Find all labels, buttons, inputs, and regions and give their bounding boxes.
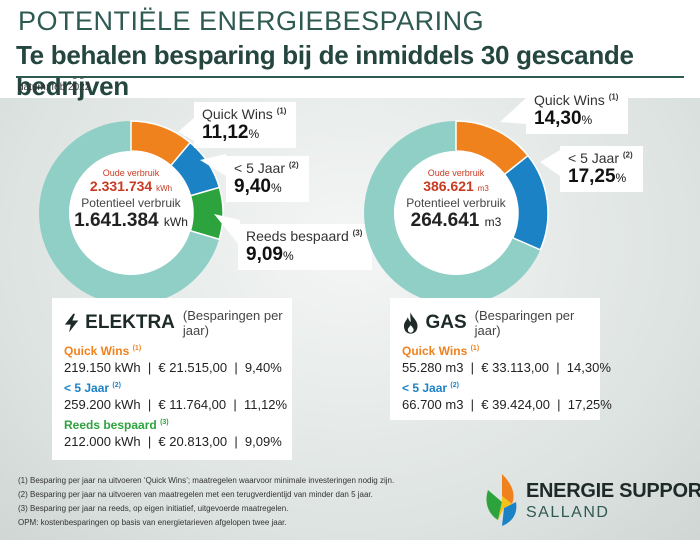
elektra-subtitle: (Besparingen per jaar) bbox=[182, 308, 283, 338]
gas-card: GAS (Besparingen per jaar) Quick Wins (1… bbox=[390, 298, 612, 420]
elektra-row-category: < 5 Jaar (2) bbox=[64, 381, 121, 395]
elektra-row-category: Reeds bespaard (3) bbox=[64, 418, 169, 432]
footnote-opm: OPM: kostenbesparingen op basis van ener… bbox=[18, 518, 287, 527]
footnote-1: (1) Besparing per jaar na uitvoeren ‘Qui… bbox=[18, 476, 395, 485]
gas-subtitle: (Besparingen per jaar) bbox=[474, 308, 575, 338]
elektra-quickwins-pointer bbox=[178, 116, 196, 142]
elektra-reeds-pointer bbox=[214, 214, 240, 246]
elektra-old-label: Oude verbruik bbox=[102, 168, 160, 178]
elektra-row-values: 219.150 kWh | € 21.515,00 | 9,40% bbox=[64, 360, 282, 375]
footnote-3: (3) Besparing per jaar na reeds, op eige… bbox=[18, 504, 289, 513]
elektra-donut-chart bbox=[39, 120, 224, 305]
elektra-callout-reeds: Reeds bespaard (3) 9,09% bbox=[238, 224, 373, 270]
gas-row-values: 66.700 m3 | € 39.424,00 | 17,25% bbox=[402, 397, 612, 412]
footnotes: (1) Besparing per jaar na uitvoeren ‘Qui… bbox=[18, 474, 394, 530]
elektra-callout-quickwins: Quick Wins (1) 11,12% bbox=[194, 102, 297, 148]
gas-quickwins-pointer bbox=[500, 98, 526, 124]
elektra-row-category: Quick Wins (1) bbox=[64, 344, 142, 358]
lightning-icon bbox=[64, 313, 79, 333]
elektra-card: ELEKTRA (Besparingen per jaar) Quick Win… bbox=[52, 298, 292, 460]
gas-donut-hole bbox=[394, 151, 518, 275]
elektra-donut-hole bbox=[69, 151, 193, 275]
gas-slice-1 bbox=[503, 154, 549, 251]
elektra-potential-value: 1.641.384 kWh bbox=[74, 210, 188, 231]
gas-center: Oude verbruik 386.621 m3 Potentieel verb… bbox=[381, 168, 531, 232]
elektra-center: Oude verbruik 2.331.734 kWh Potentieel v… bbox=[56, 168, 206, 232]
header-divider bbox=[16, 76, 684, 78]
gas-old-value: 386.621 m3 bbox=[423, 178, 489, 194]
logo-mark-icon bbox=[486, 474, 517, 526]
logo-text-line2: SALLAND bbox=[526, 504, 610, 521]
elektra-title: ELEKTRA bbox=[85, 312, 175, 333]
page-supertitle: POTENTIËLE ENERGIEBESPARING bbox=[18, 6, 485, 36]
elektra-callout-5jaar: < 5 Jaar (2) 9,40% bbox=[226, 156, 309, 202]
gas-row-category: < 5 Jaar (2) bbox=[402, 381, 459, 395]
footnote-2: (2) Besparing per jaar na uitvoeren van … bbox=[18, 490, 373, 499]
gas-row-category: Quick Wins (1) bbox=[402, 344, 480, 358]
elektra-rows: Quick Wins (1) 219.150 kWh | € 21.515,00 … bbox=[52, 344, 292, 449]
gas-potential-label: Potentieel verbruik bbox=[406, 196, 506, 210]
gas-5jaar-pointer bbox=[540, 150, 560, 176]
gas-callout-quickwins: Quick Wins (1) 14,30% bbox=[526, 88, 629, 134]
gas-potential-value: 264.641 m3 bbox=[410, 210, 502, 231]
elektra-5jaar-pointer bbox=[200, 154, 226, 176]
elektra-potential-label: Potentieel verbruik bbox=[81, 196, 181, 210]
header: POTENTIËLE ENERGIEBESPARING Te behalen b… bbox=[0, 0, 700, 101]
elektra-old-value: 2.331.734 kWh bbox=[89, 178, 173, 194]
logo-text-line1: ENERGIE SUPPORT bbox=[526, 480, 700, 502]
gas-donut-chart bbox=[364, 120, 549, 305]
energie-support-logo: ENERGIE SUPPORT SALLAND bbox=[480, 470, 700, 530]
gas-row-values: 55.280 m3 | € 33.113,00 | 14,30% bbox=[402, 360, 611, 375]
gas-rows: Quick Wins (1) 55.280 m3 | € 33.113,00 | … bbox=[390, 344, 612, 412]
elektra-row-values: 212.000 kWh | € 20.813,00 | 9,09% bbox=[64, 434, 282, 449]
flame-icon bbox=[403, 312, 418, 334]
gas-old-label: Oude verbruik bbox=[427, 168, 485, 178]
elektra-slice-2 bbox=[189, 186, 224, 241]
gas-callout-5jaar: < 5 Jaar (2) 17,25% bbox=[560, 146, 643, 192]
elektra-row-values: 259.200 kWh | € 11.764,00 | 11,12% bbox=[64, 397, 288, 412]
date-label: datum: feb 2022 bbox=[18, 82, 91, 93]
gas-title: GAS bbox=[425, 312, 467, 333]
